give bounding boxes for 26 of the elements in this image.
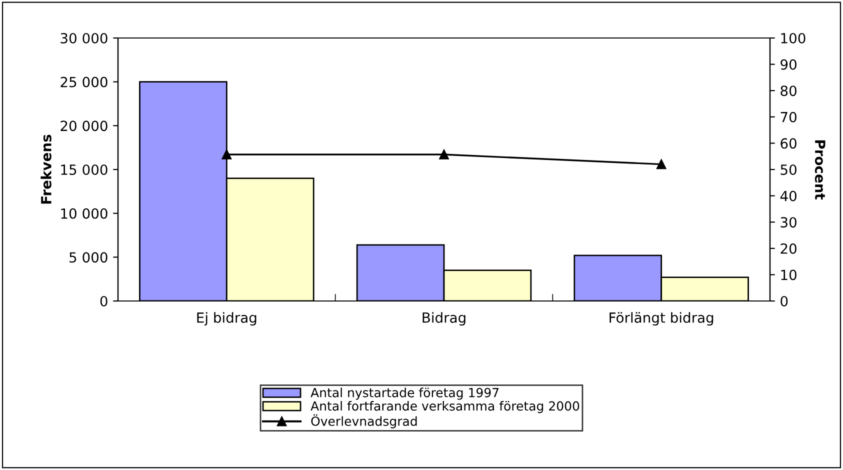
legend-label: Antal fortfarande verksamma företag 2000 xyxy=(310,401,580,414)
x-tick-label: Ej bidrag xyxy=(197,312,256,326)
y-tick-label: 15 000 xyxy=(61,164,108,175)
y-tick-label: 20 000 xyxy=(60,120,108,132)
y-tick-label: 10 000 xyxy=(61,208,108,219)
y-tick-label: 0 xyxy=(100,296,108,306)
y2-tick-label: 40 xyxy=(780,190,796,202)
y2-tick-label: 10 xyxy=(781,270,796,280)
x-tick-label: Bidrag xyxy=(422,312,466,326)
y2-tick-label: 50 xyxy=(780,164,796,175)
y2-tick-label: 100 xyxy=(781,32,806,44)
y2-axis-title: Procent xyxy=(814,140,826,200)
y-tick-label: 30 000 xyxy=(60,32,108,44)
y2-tick-label: 30 xyxy=(780,217,796,228)
x-tick-label: Förlängt bidrag xyxy=(610,312,714,326)
y-tick-label: 5 000 xyxy=(70,252,108,263)
y-tick-label: 25 000 xyxy=(60,76,108,88)
y-axis-title: Frekvens xyxy=(40,134,52,204)
legend-label: Överlevnadsgrad xyxy=(311,414,417,428)
y2-tick-label: 70 xyxy=(780,112,796,122)
y2-tick-label: 20 xyxy=(780,243,796,254)
y2-tick-label: 80 xyxy=(780,86,796,96)
legend-label: Antal nystartade företag 1997 xyxy=(310,388,499,400)
y2-tick-label: 90 xyxy=(780,59,796,70)
y2-tick-label: 60 xyxy=(780,138,796,149)
y2-tick-label: 0 xyxy=(780,296,788,306)
